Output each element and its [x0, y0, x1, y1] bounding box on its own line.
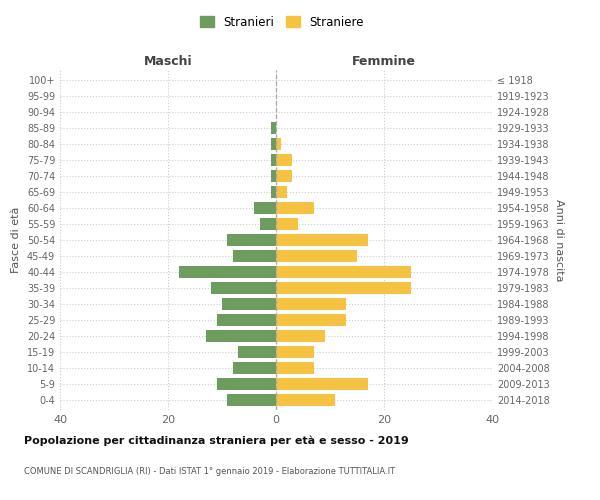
Bar [276, 234, 368, 246]
Bar [254, 202, 276, 214]
Bar [179, 266, 276, 278]
Bar [276, 282, 411, 294]
Bar [271, 138, 276, 150]
Text: Femmine: Femmine [352, 56, 416, 68]
Bar [238, 346, 276, 358]
Bar [233, 362, 276, 374]
Text: COMUNE DI SCANDRIGLIA (RI) - Dati ISTAT 1° gennaio 2019 - Elaborazione TUTTITALI: COMUNE DI SCANDRIGLIA (RI) - Dati ISTAT … [24, 468, 395, 476]
Bar [271, 154, 276, 166]
Bar [276, 250, 357, 262]
Bar [276, 202, 314, 214]
Bar [217, 378, 276, 390]
Bar [276, 138, 281, 150]
Bar [233, 250, 276, 262]
Bar [227, 234, 276, 246]
Legend: Stranieri, Straniere: Stranieri, Straniere [195, 11, 369, 34]
Text: Popolazione per cittadinanza straniera per età e sesso - 2019: Popolazione per cittadinanza straniera p… [24, 435, 409, 446]
Y-axis label: Anni di nascita: Anni di nascita [554, 198, 563, 281]
Bar [276, 394, 335, 406]
Bar [206, 330, 276, 342]
Bar [276, 378, 368, 390]
Bar [271, 122, 276, 134]
Bar [276, 362, 314, 374]
Bar [222, 298, 276, 310]
Bar [260, 218, 276, 230]
Bar [276, 330, 325, 342]
Bar [276, 218, 298, 230]
Bar [276, 170, 292, 182]
Bar [276, 298, 346, 310]
Text: Maschi: Maschi [143, 56, 193, 68]
Bar [271, 186, 276, 198]
Bar [276, 154, 292, 166]
Bar [227, 394, 276, 406]
Bar [276, 346, 314, 358]
Bar [276, 314, 346, 326]
Bar [276, 186, 287, 198]
Bar [217, 314, 276, 326]
Y-axis label: Fasce di età: Fasce di età [11, 207, 21, 273]
Bar [271, 170, 276, 182]
Bar [211, 282, 276, 294]
Bar [276, 266, 411, 278]
